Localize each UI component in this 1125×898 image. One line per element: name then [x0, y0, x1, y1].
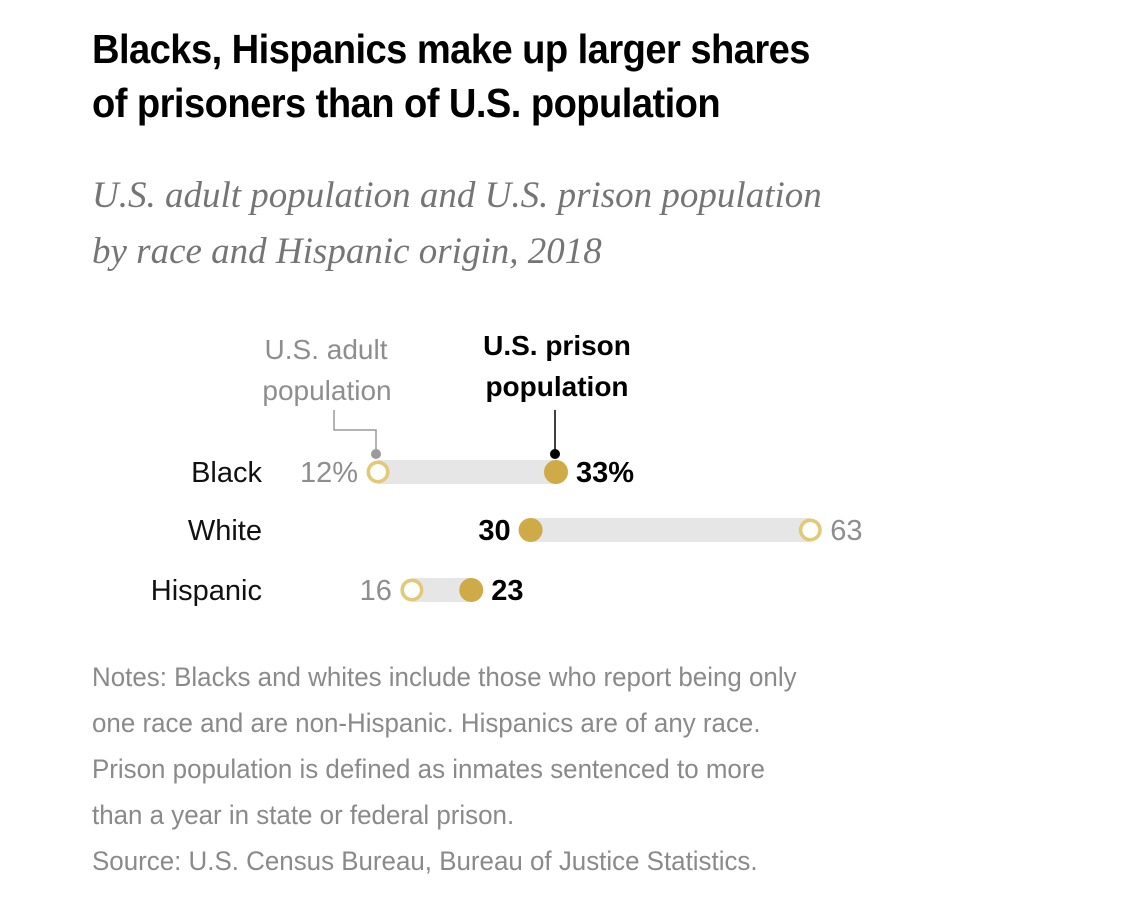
- range-bar: [378, 460, 557, 484]
- prison-population-dot: [459, 578, 484, 602]
- chart-title-line: of prisoners than of U.S. population: [92, 80, 721, 126]
- legend-adult-label-line2: population: [262, 375, 391, 406]
- legend-prison-label-line2: population: [485, 371, 628, 402]
- prison-population-value: 23: [491, 575, 523, 607]
- chart-subtitle-line: by race and Hispanic origin, 2018: [92, 231, 602, 272]
- legend-adult-label-line1: U.S. adult: [265, 334, 388, 365]
- prison-population-dot: [518, 518, 543, 542]
- chart-title: Blacks, Hispanics make up larger shares …: [92, 22, 1022, 130]
- chart-row-black: Black 12% 33%: [191, 457, 634, 489]
- legend-adult-population: U.S. adult population: [262, 334, 392, 459]
- adult-population-value: 63: [830, 515, 862, 547]
- category-label: Black: [191, 457, 262, 489]
- legend-prison-leader-dot: [550, 449, 561, 459]
- notes-line: one race and are non-Hispanic. Hispanics…: [92, 708, 761, 738]
- source-line: Source: U.S. Census Bureau, Bureau of Ju…: [92, 846, 758, 876]
- legend-prison-label-line1: U.S. prison: [483, 330, 631, 361]
- chart-subtitle: U.S. adult population and U.S. prison po…: [92, 168, 1092, 280]
- prison-population-dot: [544, 460, 569, 484]
- adult-population-dot: [798, 518, 822, 542]
- adult-population-dot: [400, 578, 424, 602]
- chart-subtitle-line: U.S. adult population and U.S. prison po…: [92, 175, 822, 216]
- chart-row-hispanic: Hispanic 16 23: [151, 575, 524, 607]
- adult-population-dot: [366, 460, 390, 484]
- adult-population-value: 12%: [300, 457, 358, 489]
- chart-rows: Black 12% 33% White 63 30 Hispanic 16 23: [151, 457, 863, 607]
- chart-notes: Notes: Blacks and whites include those w…: [92, 654, 1033, 884]
- chart-title-line: Blacks, Hispanics make up larger shares: [92, 26, 810, 72]
- prison-population-value: 30: [478, 515, 510, 547]
- category-label: Hispanic: [151, 575, 262, 607]
- notes-line: Prison population is defined as inmates …: [92, 754, 765, 784]
- category-label: White: [188, 515, 262, 547]
- legend-adult-leader-line: [333, 410, 377, 454]
- range-bar: [530, 518, 811, 542]
- legend-adult-leader-dot: [371, 449, 382, 459]
- adult-population-value: 16: [360, 575, 392, 607]
- notes-line: Notes: Blacks and whites include those w…: [92, 662, 797, 692]
- notes-line: than a year in state or federal prison.: [92, 800, 515, 830]
- chart-row-white: White 63 30: [188, 515, 863, 547]
- prison-population-value: 33%: [576, 457, 634, 489]
- legend-prison-population: U.S. prison population: [483, 330, 631, 459]
